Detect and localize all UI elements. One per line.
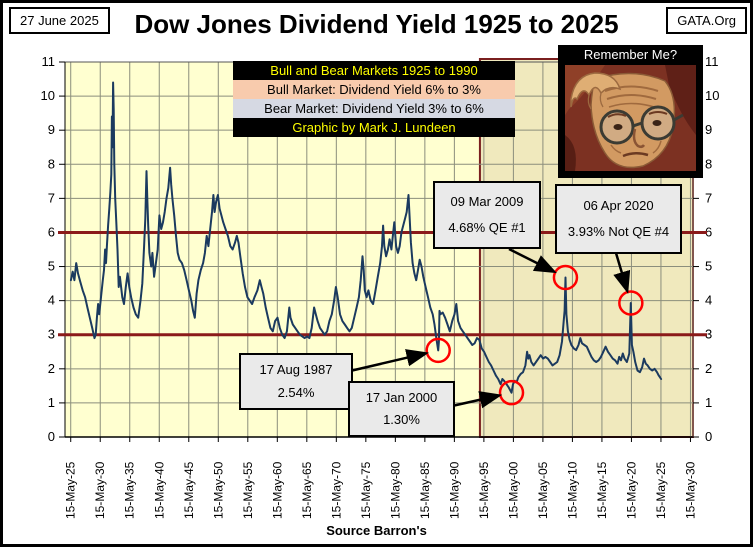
event-circle-qe1	[552, 264, 579, 291]
source-note: Source Barron's	[326, 523, 427, 538]
annotation-arrow-jan00	[451, 391, 503, 409]
y-axis-label-right: 0	[705, 429, 712, 444]
date-text: 27 June 2025	[20, 13, 99, 28]
annotation-aug87-value: 2.54%	[277, 384, 315, 400]
annotation-qe4: 06 Apr 2020 3.93% Not QE #4	[555, 184, 682, 254]
x-axis-label: 15-May-45	[182, 461, 196, 519]
y-axis-label-left: 3	[48, 327, 55, 342]
annotation-arrow-qe4	[613, 252, 631, 294]
remember-me-title: Remember Me?	[583, 47, 678, 62]
annotation-qe1-value: 4.68% QE #1	[448, 220, 526, 235]
annotation-qe4-date: 06 Apr 2020	[583, 197, 654, 213]
y-axis-label-right: 9	[705, 122, 712, 137]
legend-row-credit: Graphic by Mark J. Lundeen	[233, 118, 515, 137]
y-axis-label-left: 4	[48, 293, 55, 308]
y-axis-label-right: 4	[705, 293, 712, 308]
y-axis-label-left: 2	[48, 361, 55, 376]
y-axis-label-right: 3	[705, 327, 712, 342]
x-axis-label: 15-May-75	[359, 461, 373, 519]
y-axis-label-left: 1	[48, 395, 55, 410]
y-axis-label-right: 1	[705, 395, 712, 410]
annotation-qe4-value: 3.93% Not QE #4	[567, 224, 670, 240]
annotation-aug87: 17 Aug 1987 2.54%	[239, 353, 353, 410]
y-axis-label-right: 8	[705, 156, 712, 171]
x-axis-label: 15-May-35	[123, 461, 137, 519]
x-axis-label: 15-May-65	[300, 461, 314, 519]
chart-legend: Bull and Bear Markets 1925 to 1990 Bull …	[233, 61, 515, 137]
x-axis-label: 15-May-55	[241, 461, 255, 519]
annotation-jan00-value: 1.30%	[383, 412, 420, 427]
y-axis-label-right: 2	[705, 361, 712, 376]
annotation-qe1: 09 Mar 2009 4.68% QE #1	[433, 181, 541, 249]
y-axis-label-right: 5	[705, 259, 712, 274]
x-axis-label: 15-May-25	[64, 461, 78, 519]
remember-me-box: Remember Me?	[558, 45, 703, 178]
x-axis-label: 15-May-30	[93, 461, 107, 519]
event-circle-qe4	[618, 290, 644, 316]
y-axis-label-left: 11	[42, 54, 56, 69]
org-box: GATA.Org	[666, 7, 747, 34]
annotation-jan00: 17 Jan 2000 1.30%	[348, 381, 455, 437]
x-axis-label: 15-May-05	[536, 461, 550, 519]
annotation-arrow-aug87	[349, 349, 429, 373]
y-axis-label-right: 11	[705, 54, 719, 69]
x-axis-label: 15-May-20	[624, 461, 638, 519]
dividend-yield-line	[69, 81, 663, 394]
legend-row-bull-market: Bull Market: Dividend Yield 6% to 3%	[233, 80, 515, 99]
page-title: Dow Jones Dividend Yield 1925 to 2025	[134, 9, 619, 39]
date-box: 27 June 2025	[9, 7, 110, 34]
annotation-arrow-qe1	[508, 247, 557, 274]
x-axis-label: 15-May-30	[683, 461, 697, 519]
y-axis-label-left: 8	[48, 156, 55, 171]
legend-row-bear-market: Bear Market: Dividend Yield 3% to 6%	[233, 99, 515, 118]
y-axis-label-left: 0	[48, 429, 55, 444]
greenspan-caricature-image	[565, 65, 696, 171]
x-axis-label: 15-May-90	[447, 461, 461, 519]
y-axis-label-left: 6	[48, 224, 55, 239]
y-axis-label-right: 6	[705, 224, 712, 239]
x-axis-label: 15-May-50	[211, 461, 225, 519]
annotation-jan00-date: 17 Jan 2000	[365, 390, 438, 405]
annotation-aug87-date: 17 Aug 1987	[259, 362, 333, 378]
x-axis-label: 15-May-70	[329, 461, 343, 519]
org-text: GATA.Org	[677, 13, 736, 28]
x-axis-label: 15-May-60	[270, 461, 284, 519]
x-axis-label: 15-May-25	[654, 461, 668, 519]
x-axis-label: 15-May-95	[477, 461, 491, 519]
y-axis-label-left: 10	[41, 88, 55, 103]
x-axis-label: 15-May-15	[595, 461, 609, 519]
x-axis-label: 15-May-10	[565, 461, 579, 519]
x-axis-label: 15-May-00	[506, 461, 520, 519]
annotation-qe1-date: 09 Mar 2009	[450, 194, 524, 209]
y-axis-label-right: 7	[705, 190, 712, 205]
y-axis-label-left: 5	[48, 259, 55, 274]
x-axis-label: 15-May-85	[418, 461, 432, 519]
y-axis-label-left: 7	[48, 190, 55, 205]
y-axis-label-right: 10	[705, 88, 719, 103]
y-axis-label-left: 9	[48, 122, 55, 137]
x-axis-label: 15-May-40	[152, 461, 166, 519]
legend-row-bull-bear: Bull and Bear Markets 1925 to 1990	[233, 61, 515, 80]
x-axis-label: 15-May-80	[388, 461, 402, 519]
